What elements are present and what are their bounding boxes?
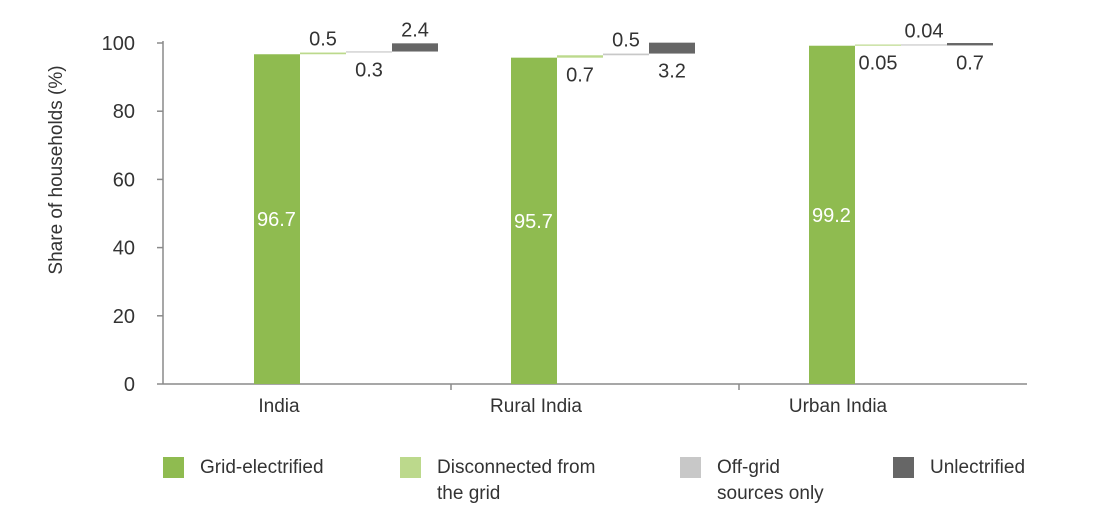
legend: Grid-electrified Disconnected from the g… <box>0 455 1094 515</box>
legend-swatch-unelectrified <box>893 457 914 478</box>
data-label: 96.7 <box>257 209 296 231</box>
x-tick-label: India <box>258 396 300 417</box>
stacked-waterfall-bar-chart: Share of households (%) 0 20 40 60 80 100 Indi… <box>46 19 1027 417</box>
data-label: 0.05 <box>859 53 898 75</box>
data-label: 0.04 <box>905 20 944 42</box>
legend-item-off-grid: Off-grid sources only <box>680 455 824 507</box>
bar-urban-india-series-1 <box>855 44 901 46</box>
bar-rural-india-series-0 <box>511 57 557 385</box>
y-tick-label: 40 <box>113 238 135 260</box>
x-tick-label: Urban India <box>789 396 888 417</box>
bar-india-series-0 <box>254 54 300 385</box>
bar-rural-india-series-2 <box>603 53 649 56</box>
legend-label: Off-grid sources only <box>717 457 824 504</box>
x-tick-label: Rural India <box>490 396 582 417</box>
y-tick-label: 80 <box>113 101 135 123</box>
legend-label: Grid-electrified <box>200 457 324 478</box>
legend-swatch-grid-electrified <box>163 457 184 478</box>
bar-india-series-2 <box>346 51 392 53</box>
y-tick-label: 0 <box>124 374 135 396</box>
legend-item-unelectrified: Unlectrified <box>893 455 1025 481</box>
axes: 0 20 40 60 80 100 India Rural India Urban India <box>102 33 1027 417</box>
data-label: 0.5 <box>309 29 337 51</box>
bar-india-series-3 <box>392 43 438 52</box>
bar-urban-india-series-3 <box>947 43 993 46</box>
y-tick-label: 60 <box>113 169 135 191</box>
legend-item-disconnected: Disconnected from the grid <box>400 455 595 507</box>
data-label: 0.7 <box>956 52 984 74</box>
bar-rural-india-series-1 <box>557 55 603 58</box>
data-label: 3.2 <box>658 61 686 83</box>
data-label: 2.4 <box>401 19 429 41</box>
y-axis-label: Share of households (%) <box>46 65 67 274</box>
data-label: 0.5 <box>612 30 640 52</box>
data-label: 0.7 <box>566 65 594 87</box>
bar-urban-india-series-0 <box>809 45 855 385</box>
y-tick-label: 20 <box>113 306 135 328</box>
data-label: 99.2 <box>812 205 851 227</box>
data-labels: 96.7 0.5 0.3 2.4 95.7 0.7 0.5 3.2 99.2 0.05 0.04 0.… <box>257 19 984 232</box>
legend-item-grid-electrified: Grid-electrified <box>163 455 324 481</box>
y-tick-label: 100 <box>102 33 135 55</box>
data-label: 95.7 <box>514 211 553 233</box>
bar-urban-india-series-2 <box>901 44 947 46</box>
legend-swatch-disconnected <box>400 457 421 478</box>
bar-india-series-1 <box>300 52 346 55</box>
legend-label: Unlectrified <box>930 457 1026 478</box>
legend-label: Disconnected from the grid <box>437 457 596 504</box>
bars <box>254 42 993 385</box>
legend-swatch-off-grid <box>680 457 701 478</box>
bar-rural-india-series-3 <box>649 42 695 54</box>
data-label: 0.3 <box>355 60 383 82</box>
